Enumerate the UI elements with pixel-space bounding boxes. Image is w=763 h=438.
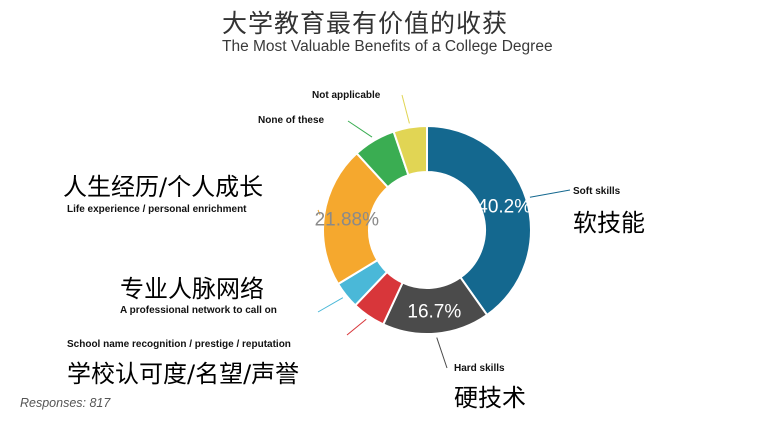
label-school-name: School name recognition / prestige / rep… <box>67 339 291 350</box>
chart-title-chinese: 大学教育最有价值的收获 <box>222 9 509 38</box>
label-life-experience: Life experience / personal enrichment <box>67 204 247 215</box>
leader-soft-skills <box>529 189 571 198</box>
leader-professional-network <box>317 297 344 313</box>
label-professional-network-cn: 专业人脉网络 <box>120 275 264 303</box>
value-labels: 40.2% 16.7% 21.88% <box>315 196 532 322</box>
leader-not-applicable <box>401 94 410 124</box>
leader-school-name <box>346 318 367 336</box>
label-none-of-these: None of these <box>258 115 325 126</box>
label-soft-skills-cn: 软技能 <box>573 209 645 237</box>
slice-soft-skills <box>426 124 532 317</box>
label-not-applicable: Not applicable <box>312 90 381 101</box>
slice-not-applicable <box>392 124 428 177</box>
leader-none-of-these <box>347 120 373 138</box>
label-life-experience-cn: 人生经历/个人成长 <box>63 173 264 201</box>
value-label-life-experience: 21.88% <box>315 210 380 231</box>
label-hard-skills-cn: 硬技术 <box>454 384 526 412</box>
value-label-soft-skills: 40.2% <box>477 196 531 217</box>
label-hard-skills: Hard skills <box>454 363 505 374</box>
chart-title-english: The Most Valuable Benefits of a College … <box>222 38 553 55</box>
value-label-hard-skills: 16.7% <box>407 302 461 323</box>
leader-hard-skills <box>436 337 448 369</box>
label-soft-skills: Soft skills <box>573 186 621 197</box>
donut-slices <box>322 124 532 335</box>
responses-count: Responses: 817 <box>20 396 111 410</box>
leader-life-experience <box>317 209 321 215</box>
label-professional-network: A professional network to call on <box>120 305 277 316</box>
label-school-name-cn: 学校认可度/名望/声誉 <box>67 360 300 388</box>
leader-lines <box>317 94 571 369</box>
